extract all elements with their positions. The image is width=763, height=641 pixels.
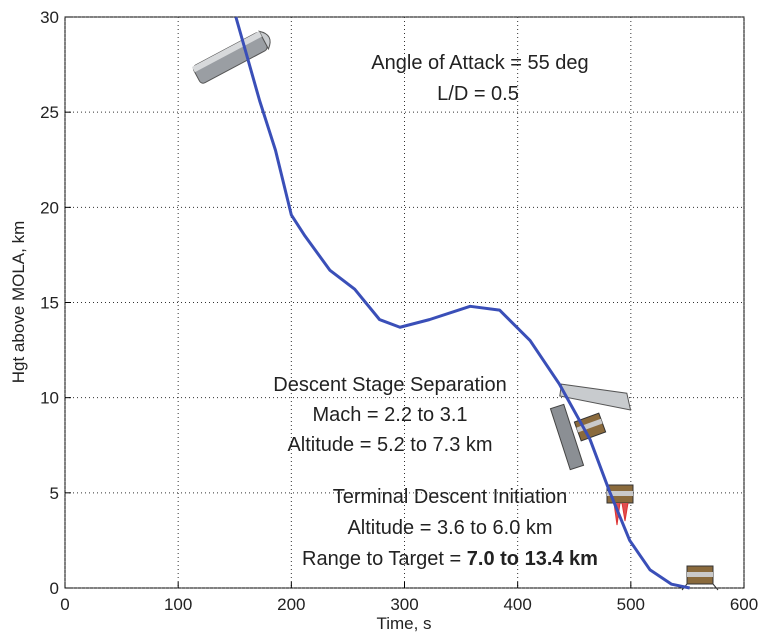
annotation: Altitude = 5.2 to 7.3 km: [287, 434, 492, 456]
annotation-emphasis: 7.0 to 13.4 km: [467, 548, 598, 570]
annotation: L/D = 0.5: [437, 83, 519, 105]
backshell-icon: [559, 383, 632, 411]
y-axis-label: Hgt above MOLA, km: [9, 221, 28, 384]
y-tick-label: 30: [40, 8, 59, 27]
annotation: Terminal Descent Initiation: [333, 486, 568, 508]
x-tick-label: 500: [617, 595, 645, 614]
x-tick-label: 300: [390, 595, 418, 614]
annotation: Range to Target = 7.0 to 13.4 km: [302, 548, 598, 570]
y-tick-label: 0: [50, 579, 59, 598]
x-tick-label: 200: [277, 595, 305, 614]
y-tick-label: 15: [40, 294, 59, 313]
aeroshell-icon: [191, 30, 271, 84]
y-tick-label: 5: [50, 484, 59, 503]
x-axis-label: Time, s: [376, 614, 431, 633]
annotation: Descent Stage Separation: [273, 374, 507, 396]
x-tick-label: 600: [730, 595, 758, 614]
x-tick-label: 400: [503, 595, 531, 614]
annotation: Mach = 2.2 to 3.1: [312, 404, 467, 426]
annotation: Angle of Attack = 55 deg: [371, 52, 588, 74]
lander-icon: [681, 565, 719, 591]
y-tick-label: 20: [40, 198, 59, 217]
x-tick-label: 100: [164, 595, 192, 614]
annotation-text: Range to Target =: [302, 548, 467, 570]
y-tick-label: 10: [40, 389, 59, 408]
heatshield-icon: [549, 403, 585, 471]
y-tick-label: 25: [40, 103, 59, 122]
trajectory-line: [234, 16, 690, 590]
x-tick-label: 0: [60, 595, 69, 614]
annotation: Altitude = 3.6 to 6.0 km: [347, 517, 552, 539]
spacecraft-icons: [191, 30, 719, 591]
